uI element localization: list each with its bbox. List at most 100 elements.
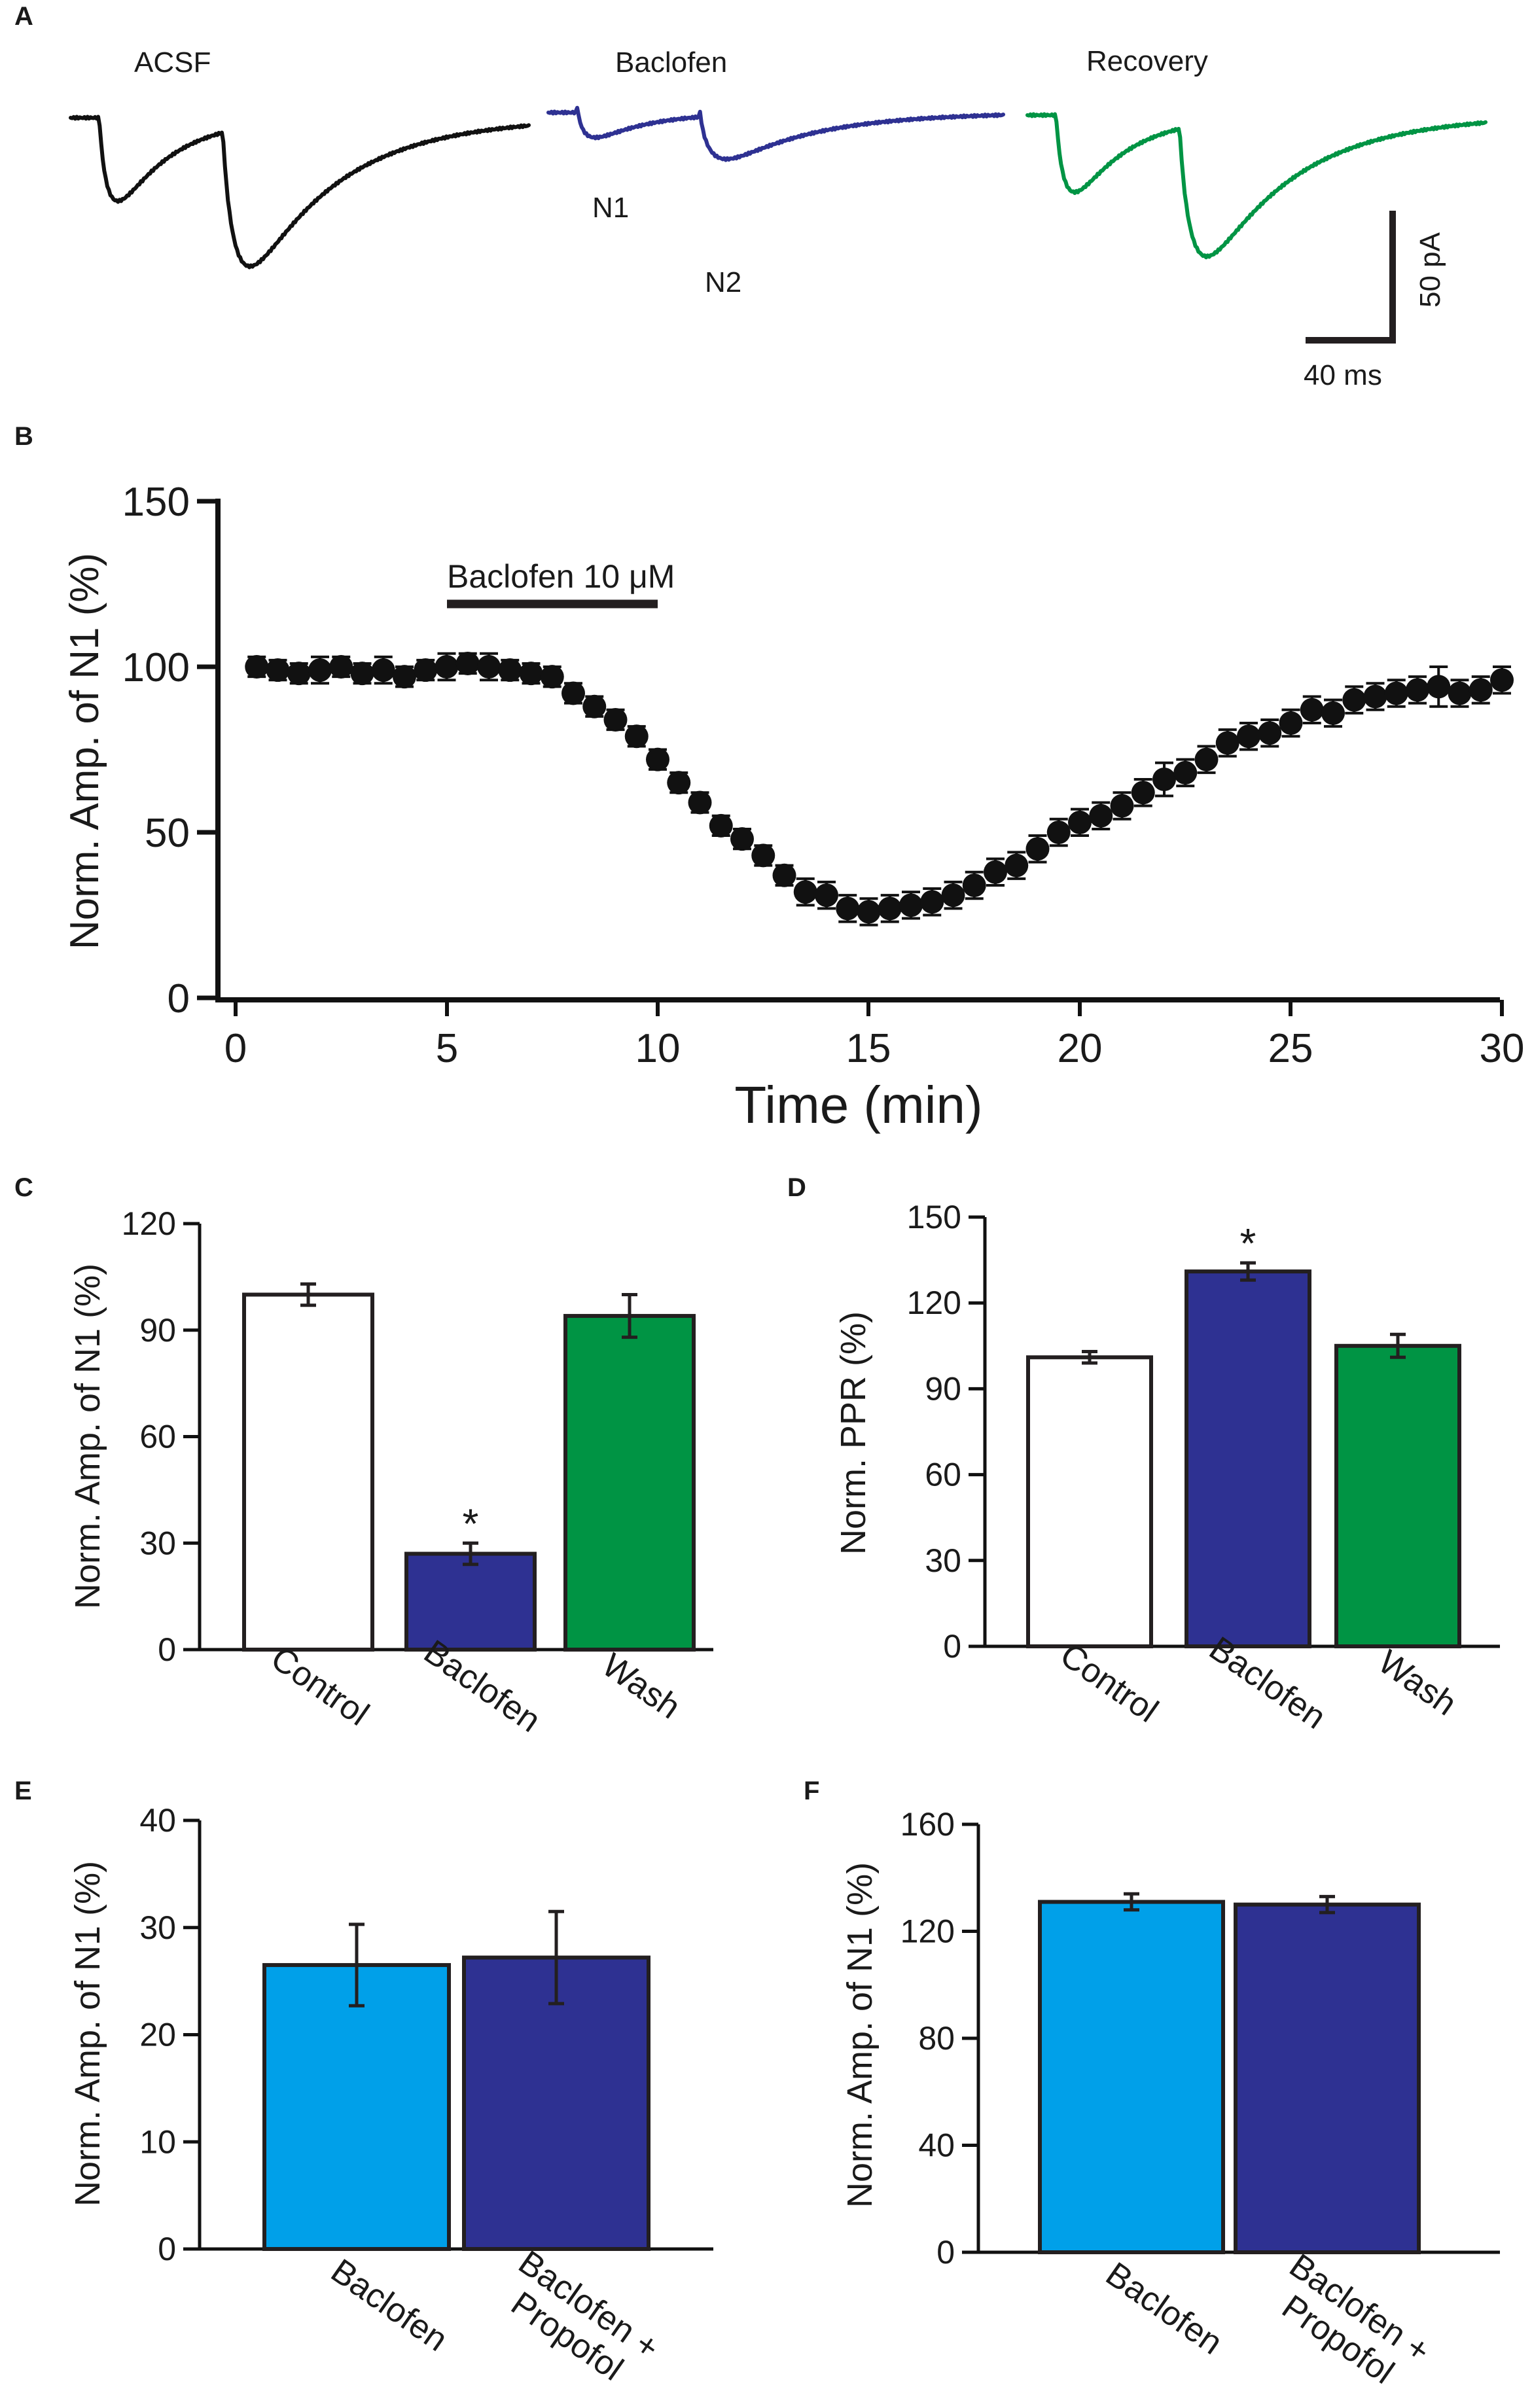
trace-recovery bbox=[1025, 112, 1487, 260]
b-data-point bbox=[1300, 698, 1324, 722]
b-data-point bbox=[1237, 724, 1260, 749]
trace-label-recovery: Recovery bbox=[1086, 45, 1208, 77]
d-y-tick-label: 30 bbox=[925, 1542, 961, 1579]
e-bar bbox=[462, 1955, 650, 2252]
b-data-point bbox=[857, 900, 881, 924]
trace-label-baclofen: Baclofen bbox=[615, 46, 727, 79]
b-data-point bbox=[540, 665, 564, 689]
b-data-point bbox=[1258, 721, 1282, 745]
b-x-tick-label: 25 bbox=[1268, 1026, 1313, 1071]
b-data-point bbox=[1005, 853, 1029, 877]
trace-baclofen bbox=[546, 105, 1005, 162]
panel-letter-e: E bbox=[14, 1777, 32, 1805]
f-y-tick-label: 0 bbox=[936, 2234, 955, 2271]
e-y-tick-label: 40 bbox=[139, 1802, 176, 1839]
b-data-point bbox=[920, 890, 944, 914]
d-bar bbox=[1026, 1355, 1153, 1648]
b-data-point bbox=[393, 665, 416, 689]
scale-bar: 50 pA 40 ms bbox=[1304, 211, 1446, 391]
b-x-tick-label: 10 bbox=[635, 1026, 681, 1071]
b-data-point bbox=[350, 662, 374, 686]
b-data-point bbox=[1131, 781, 1155, 805]
b-data-point bbox=[1110, 794, 1134, 818]
b-data-point bbox=[1342, 688, 1366, 712]
d-bar bbox=[1334, 1343, 1461, 1649]
panel-e-n1-amplitude: 0 10 20 30 40 Baclofen Baclofen +Propofol Nor… bbox=[68, 1802, 713, 2388]
d-y-tick-label: 120 bbox=[907, 1284, 961, 1321]
f-bar bbox=[1234, 1902, 1421, 2254]
b-data-point bbox=[308, 658, 332, 682]
b-data-point bbox=[435, 655, 459, 679]
b-y-tick-label: 50 bbox=[145, 811, 190, 856]
c-y-axis-label: Norm. Amp. of N1 (%) bbox=[68, 1264, 107, 1609]
d-y-tick-label: 90 bbox=[925, 1370, 961, 1407]
f-y-tick-label: 40 bbox=[918, 2127, 955, 2164]
e-y-ticks: 0 10 20 30 40 bbox=[139, 1802, 200, 2267]
d-y-tick-label: 60 bbox=[925, 1457, 961, 1493]
scale-bar-y-label: 50 pA bbox=[1414, 232, 1446, 308]
d-y-tick-label: 150 bbox=[907, 1199, 961, 1235]
b-y-tick-label: 0 bbox=[168, 976, 190, 1021]
b-data-point bbox=[1046, 821, 1071, 844]
b-data-point bbox=[287, 662, 311, 686]
b-data-point bbox=[561, 681, 585, 705]
b-data-point bbox=[793, 880, 817, 904]
b-data-point bbox=[414, 658, 438, 682]
b-data-point bbox=[1448, 681, 1472, 705]
c-bar bbox=[242, 1292, 374, 1652]
b-data-point bbox=[329, 655, 353, 679]
panel-letter-c: C bbox=[14, 1173, 33, 1202]
b-data-point bbox=[582, 694, 607, 718]
b-data-point bbox=[603, 707, 628, 732]
d-bar bbox=[1185, 1269, 1311, 1649]
b-data-point bbox=[1215, 731, 1239, 755]
b-data-point bbox=[709, 813, 733, 838]
f-y-axis-label: Norm. Amp. of N1 (%) bbox=[840, 1862, 880, 2208]
b-data-point bbox=[1279, 711, 1303, 735]
trace-acsf bbox=[69, 115, 531, 270]
trace-peak-label-n2: N2 bbox=[705, 266, 741, 298]
b-data-point bbox=[1152, 768, 1176, 792]
d-y-tick-label: 0 bbox=[943, 1628, 961, 1665]
b-data-point bbox=[266, 658, 290, 682]
b-data-point bbox=[1089, 804, 1113, 828]
f-bar bbox=[1038, 1900, 1225, 2255]
scale-bar-x-label: 40 ms bbox=[1304, 359, 1382, 391]
b-data-point bbox=[962, 873, 986, 897]
c-significance-star: * bbox=[463, 1500, 479, 1547]
b-data-point bbox=[624, 724, 649, 749]
b-data-point bbox=[941, 883, 965, 908]
panel-b-time-course: 0 50 100 150 0 5 10 15 20 25 30 Time (mi… bbox=[62, 480, 1524, 1134]
b-x-tick-label: 0 bbox=[224, 1026, 247, 1071]
panel-letter-a: A bbox=[14, 2, 33, 31]
b-x-tick-label: 5 bbox=[436, 1026, 458, 1071]
b-data-point bbox=[730, 827, 754, 851]
b-data-point bbox=[1321, 701, 1345, 725]
b-data-point bbox=[1068, 810, 1092, 834]
panel-letter-b: B bbox=[14, 422, 33, 451]
panel-a-traces: ACSF Baclofen Recovery N1 N2 50 pA 40 ms bbox=[69, 45, 1487, 391]
f-y-tick-label: 120 bbox=[900, 1913, 955, 1950]
b-data-point bbox=[815, 883, 838, 908]
c-y-ticks: 0 30 60 90 120 bbox=[122, 1205, 200, 1668]
b-data-point bbox=[245, 655, 269, 679]
b-data-point bbox=[498, 658, 522, 682]
b-data-point bbox=[878, 896, 902, 921]
c-bar bbox=[563, 1314, 696, 1652]
trace-label-acsf: ACSF bbox=[134, 46, 211, 79]
c-y-tick-label: 30 bbox=[139, 1525, 176, 1561]
b-data-point bbox=[688, 790, 712, 815]
c-bar bbox=[404, 1551, 537, 1652]
b-data-point bbox=[1384, 681, 1408, 705]
f-y-tick-label: 80 bbox=[918, 2020, 955, 2057]
b-y-axis-label: Norm. Amp. of N1 (%) bbox=[62, 553, 107, 949]
b-data-point bbox=[1427, 675, 1451, 699]
b-data-point bbox=[1363, 684, 1387, 709]
b-x-tick-label: 30 bbox=[1480, 1026, 1525, 1071]
d-y-ticks: 0 30 60 90 120 150 bbox=[907, 1199, 985, 1665]
e-bars: Baclofen Baclofen +Propofol bbox=[262, 1909, 666, 2388]
b-data-point bbox=[477, 655, 501, 679]
b-data-point bbox=[455, 651, 480, 675]
b-x-tick-label: 15 bbox=[846, 1026, 891, 1071]
b-data-point bbox=[1406, 678, 1429, 702]
